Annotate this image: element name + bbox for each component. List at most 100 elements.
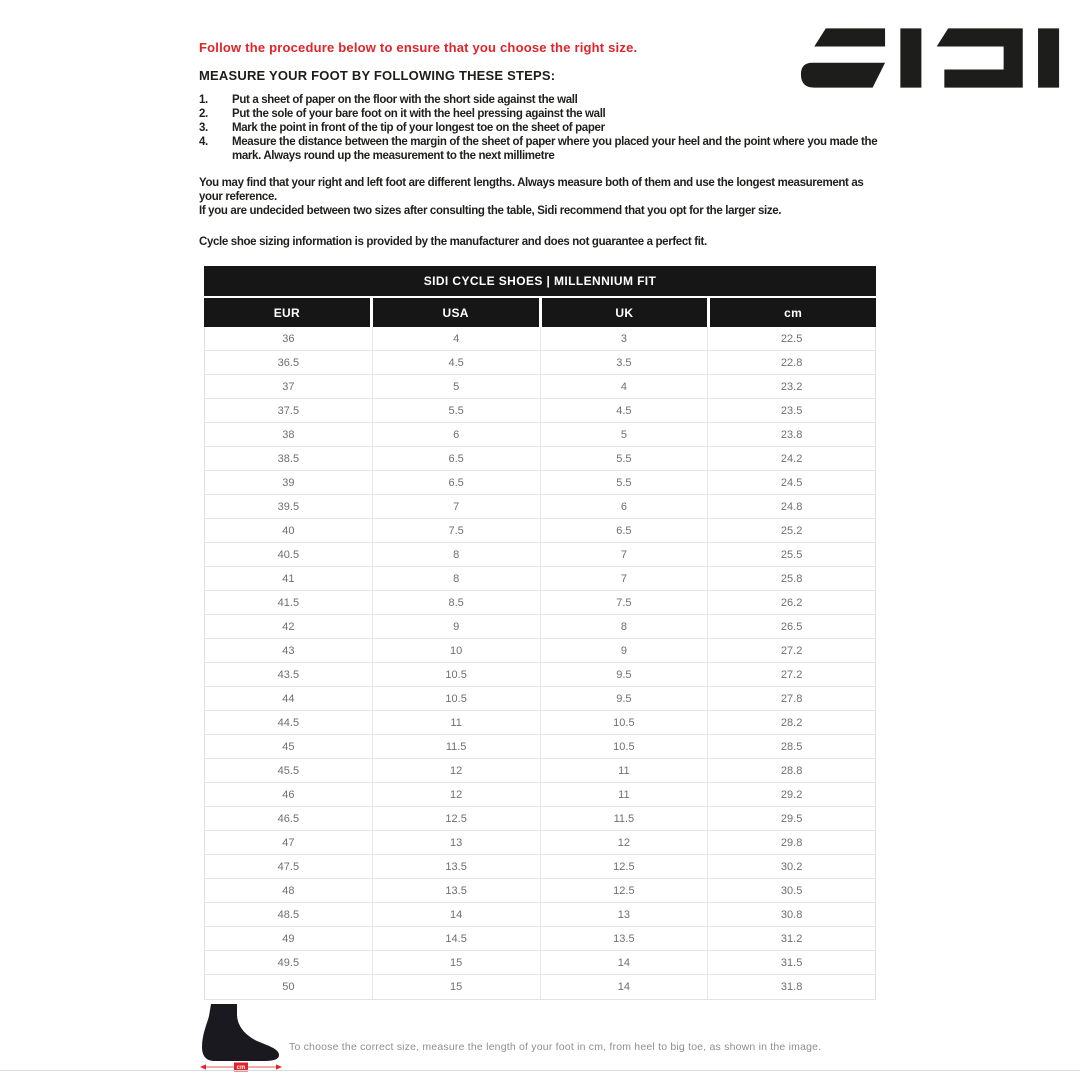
step-text: Mark the point in front of the tip of yo… <box>232 122 605 134</box>
table-cell: 11 <box>539 783 708 806</box>
table-cell: 43.5 <box>277 668 300 681</box>
table-cell: 13.5 <box>371 855 540 878</box>
table-cell: 10 <box>371 639 540 662</box>
table-cell: 9.5 <box>539 663 708 686</box>
table-cell: 28.5 <box>707 735 875 758</box>
table-row: 39.5 7 6 24.8 <box>205 495 875 519</box>
table-cell: 23.5 <box>707 399 875 422</box>
step-number: 1. <box>199 94 208 106</box>
table-cell: 3.5 <box>539 351 708 374</box>
table-cell: 26.2 <box>707 591 875 614</box>
table-cell: 29.5 <box>707 807 875 830</box>
table-cell: 7 <box>371 495 540 518</box>
step-number: 2. <box>199 108 208 120</box>
table-row: 46.5 12.5 11.5 29.5 <box>205 807 875 831</box>
table-column-headers: EUR USA UK cm <box>204 298 876 327</box>
table-cell: 38.5 <box>277 452 300 465</box>
table-cell: 13 <box>371 831 540 854</box>
table-cell: 24.8 <box>707 495 875 518</box>
table-row: 47 13 12 29.8 <box>205 831 875 855</box>
table-cell: 7.5 <box>539 591 708 614</box>
table-cell: 39.5 <box>277 500 300 513</box>
note-larger-size: If you are undecided between two sizes a… <box>199 205 782 217</box>
table-cell: 31.8 <box>707 975 875 999</box>
step-number: 4. <box>199 136 208 148</box>
table-cell: 30.2 <box>707 855 875 878</box>
table-row: 47.5 13.5 12.5 30.2 <box>205 855 875 879</box>
table-cell: 4 <box>371 327 540 350</box>
table-cell: 12.5 <box>371 807 540 830</box>
table-row: 46 12 11 29.2 <box>205 783 875 807</box>
table-cell: 12 <box>371 759 540 782</box>
table-cell: 4.5 <box>371 351 540 374</box>
cm-label: cm <box>237 1065 246 1071</box>
table-cell: 28.2 <box>707 711 875 734</box>
table-cell: 24.2 <box>707 447 875 470</box>
table-row: 44.5 11 10.5 28.2 <box>205 711 875 735</box>
table-cell: 14 <box>539 975 708 999</box>
table-cell: 8 <box>371 567 540 590</box>
table-cell: 31.2 <box>707 927 875 950</box>
table-cell: 14 <box>539 951 708 974</box>
table-row: 36.5 4.5 3.5 22.8 <box>205 351 875 375</box>
cm-dimension: cm <box>200 1062 282 1072</box>
table-cell: 13.5 <box>539 927 708 950</box>
table-row: 43 10 9 27.2 <box>205 639 875 663</box>
table-cell: 12 <box>539 831 708 854</box>
table-cell: 44.5 <box>277 716 300 729</box>
table-row: 48.5 14 13 30.8 <box>205 903 875 927</box>
measurement-notes: You may find that your right and left fo… <box>199 176 889 249</box>
table-cell: 4 <box>539 375 708 398</box>
table-cell: 36 <box>282 332 295 345</box>
step-text: Put a sheet of paper on the floor with t… <box>232 94 578 106</box>
step-number: 3. <box>199 122 208 134</box>
table-cell: 48 <box>282 884 295 897</box>
table-cell: 14 <box>371 903 540 926</box>
table-cell: 6.5 <box>371 471 540 494</box>
table-cell: 9 <box>371 615 540 638</box>
table-cell: 11.5 <box>539 807 708 830</box>
table-cell: 5 <box>539 423 708 446</box>
note-manufacturer: Cycle shoe sizing information is provide… <box>199 236 707 248</box>
table-row: 43.5 10.5 9.5 27.2 <box>205 663 875 687</box>
table-cell: 4.5 <box>539 399 708 422</box>
table-row: 42 9 8 26.5 <box>205 615 875 639</box>
table-row: 49 14.5 13.5 31.2 <box>205 927 875 951</box>
table-cell: 6.5 <box>371 447 540 470</box>
table-row: 37.5 5.5 4.5 23.5 <box>205 399 875 423</box>
table-cell: 8 <box>539 615 708 638</box>
table-cell: 27.2 <box>707 639 875 662</box>
table-cell: 27.8 <box>707 687 875 710</box>
step-text: Measure the distance between the margin … <box>232 136 878 162</box>
table-row: 38.5 6.5 5.5 24.2 <box>205 447 875 471</box>
table-cell: 36.5 <box>277 356 300 369</box>
intro-section: Follow the procedure below to ensure tha… <box>199 36 889 249</box>
size-caption: To choose the correct size, measure the … <box>289 1040 822 1053</box>
table-cell: 28.8 <box>707 759 875 782</box>
table-cell: 39 <box>282 476 295 489</box>
table-cell: 48.5 <box>277 908 300 921</box>
sidi-logo-icon <box>800 28 1060 88</box>
table-cell: 40 <box>282 524 295 537</box>
table-cell: 31.5 <box>707 951 875 974</box>
table-body: 36 4 3 22.5 36.5 4.5 3.5 22.8 37 5 4 23.2 37.5 5.5 4.5… <box>204 327 876 1000</box>
table-cell: 44 <box>282 692 295 705</box>
table-cell: 23.8 <box>707 423 875 446</box>
table-cell: 22.8 <box>707 351 875 374</box>
table-cell: 46 <box>282 788 295 801</box>
table-row: 49.5 15 14 31.5 <box>205 951 875 975</box>
step-item: 3. Mark the point in front of the tip of … <box>199 121 889 135</box>
column-header: cm <box>707 298 876 327</box>
table-cell: 5.5 <box>539 471 708 494</box>
table-cell: 47 <box>282 836 295 849</box>
steps-heading: MEASURE YOUR FOOT BY FOLLOWING THESE STE… <box>199 68 556 83</box>
table-cell: 30.8 <box>707 903 875 926</box>
table-row: 40.5 8 7 25.5 <box>205 543 875 567</box>
column-header: EUR <box>273 305 300 320</box>
table-cell: 27.2 <box>707 663 875 686</box>
step-item: 1. Put a sheet of paper on the floor with… <box>199 93 889 107</box>
size-table: SIDI CYCLE SHOES | MILLENNIUM FIT EUR USA… <box>204 266 876 1000</box>
table-cell: 7.5 <box>371 519 540 542</box>
table-row: 45.5 12 11 28.8 <box>205 759 875 783</box>
